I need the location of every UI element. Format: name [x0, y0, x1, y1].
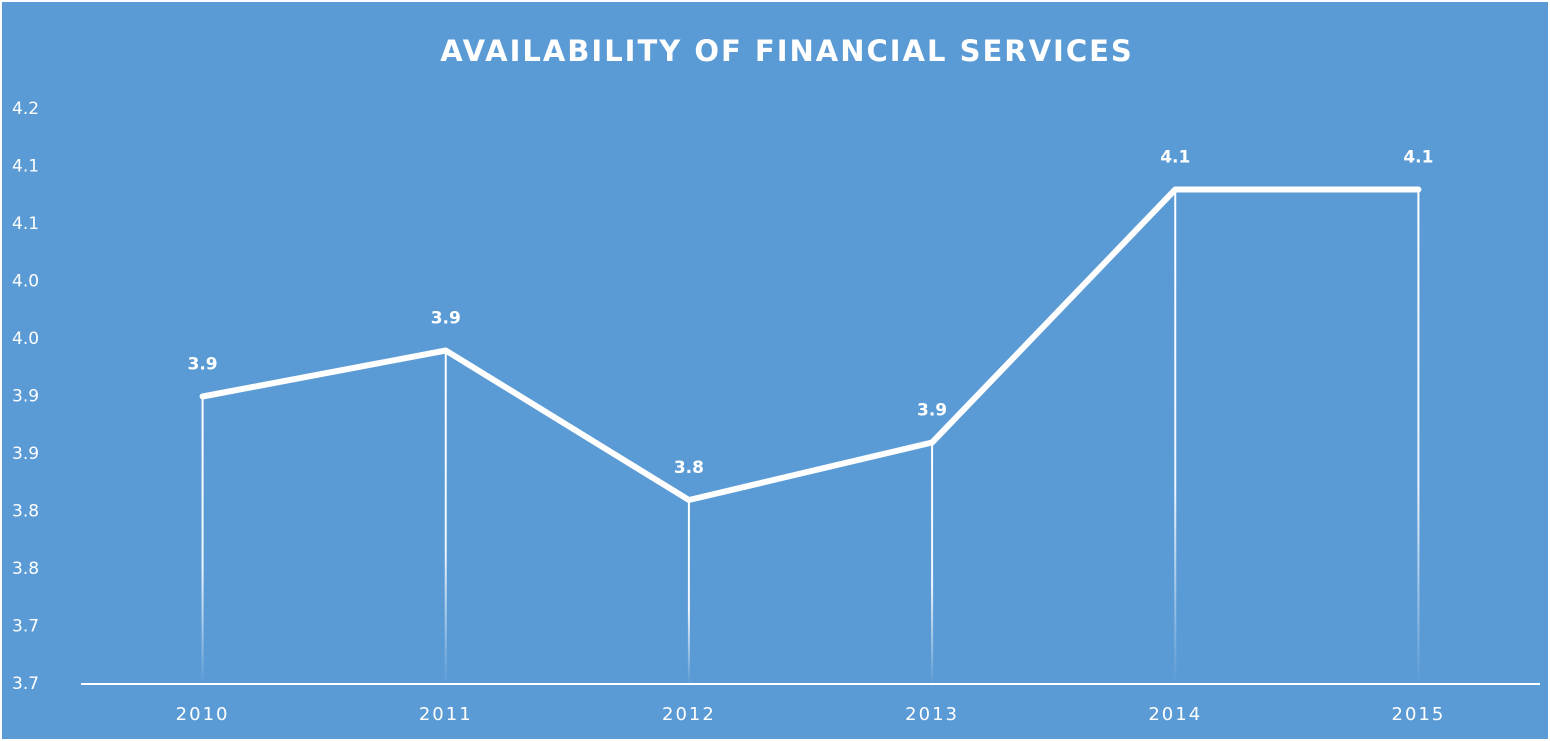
y-tick-label: 4.2 — [12, 99, 39, 119]
x-tick-label: 2011 — [419, 704, 473, 725]
drop-line — [687, 500, 690, 684]
x-tick-label: 2013 — [905, 704, 959, 725]
x-tick-label: 2010 — [176, 704, 230, 725]
data-label: 3.9 — [917, 401, 947, 421]
y-tick-label: 4.0 — [12, 329, 39, 349]
y-tick-label: 3.9 — [12, 444, 39, 464]
drop-line — [931, 442, 934, 684]
x-tick-label: 2015 — [1392, 704, 1446, 725]
y-tick-label: 4.1 — [12, 214, 39, 234]
x-tick-label: 2012 — [662, 704, 716, 725]
y-tick-label: 3.9 — [12, 387, 39, 407]
x-tick-label: 2014 — [1148, 704, 1202, 725]
data-label: 4.1 — [1403, 148, 1433, 168]
data-label: 3.8 — [674, 458, 704, 478]
drop-line — [1174, 189, 1177, 684]
y-tick-label: 4.0 — [12, 272, 39, 292]
chart-title: AVAILABILITY OF FINANCIAL SERVICES — [440, 34, 1134, 68]
drop-line — [444, 350, 447, 684]
y-tick-label: 3.7 — [12, 674, 39, 694]
drop-line — [1417, 189, 1420, 684]
data-label: 4.1 — [1160, 148, 1190, 168]
data-label: 3.9 — [431, 309, 461, 329]
y-tick-label: 3.8 — [12, 502, 39, 522]
drop-line — [201, 396, 204, 684]
y-tick-label: 3.7 — [12, 617, 39, 637]
y-tick-label: 3.8 — [12, 559, 39, 579]
line — [199, 186, 1422, 503]
data-label: 3.9 — [188, 355, 218, 375]
y-tick-label: 4.1 — [12, 157, 39, 177]
